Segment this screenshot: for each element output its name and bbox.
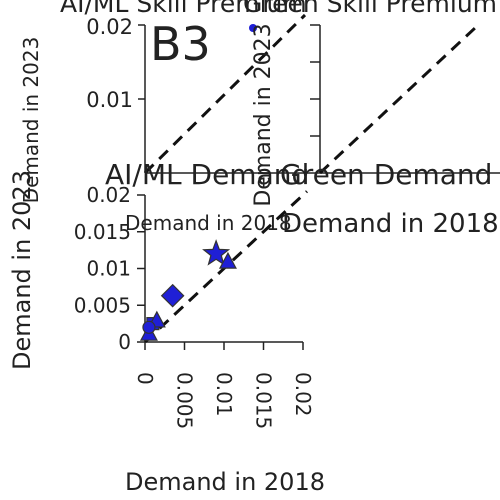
data-point — [142, 320, 156, 334]
x-axis-label-top: Demand in 2018 — [282, 209, 499, 239]
y-tick-label: 0.01 — [86, 257, 131, 281]
y-tick-label: 0.01 — [86, 88, 133, 112]
y-tick-label: 0.005 — [74, 293, 131, 317]
panel-letter: B3 — [150, 17, 211, 71]
y-tick-label: 0.02 — [86, 183, 131, 207]
y-tick-label: 0.02 — [86, 15, 133, 39]
data-point — [202, 239, 231, 266]
panel-title: AI/ML Demand — [105, 158, 309, 191]
panel-ai-ml-demand: AI/ML Demand Demand in 2018 Demand in 20… — [8, 158, 325, 496]
y-tick-label: 0.015 — [74, 220, 131, 244]
x-tick-label: 0 — [133, 372, 157, 385]
panel-green-demand: Green Demand Demand in 2018 — [280, 158, 499, 239]
y-axis-label: Demand in 2023 — [8, 170, 36, 370]
x-tick-label: 0.015 — [252, 372, 276, 429]
x-tick-label: 0.02 — [291, 372, 315, 417]
panel-title: Green Skill Premium — [243, 0, 497, 18]
diagonal-line — [143, 13, 307, 175]
panel-green-skill-premium: Green Skill Premium Demand in 2023 — [243, 0, 500, 207]
x-tick-label: 0.01 — [212, 372, 236, 417]
x-axis-label-top: Demand in 2018 — [125, 211, 292, 235]
panel-ai-ml-skill-premium: AI/ML Skill Premium B3 0.02 0.01 Demand … — [19, 0, 320, 203]
y-axis-label: Demand in 2023 — [19, 37, 43, 204]
y-tick-label: 0 — [118, 330, 131, 354]
diagonal-line — [318, 26, 477, 175]
x-axis-label: Demand in 2018 — [125, 468, 325, 496]
data-point — [160, 283, 185, 308]
panel-title: Green Demand — [280, 158, 492, 191]
panel-title: AI/ML Skill Premium — [60, 0, 307, 18]
data-point — [218, 251, 237, 269]
y-axis-label: Demand in 2023 — [251, 23, 276, 206]
data-point — [249, 24, 257, 32]
x-tick-label: 0.005 — [173, 372, 197, 429]
